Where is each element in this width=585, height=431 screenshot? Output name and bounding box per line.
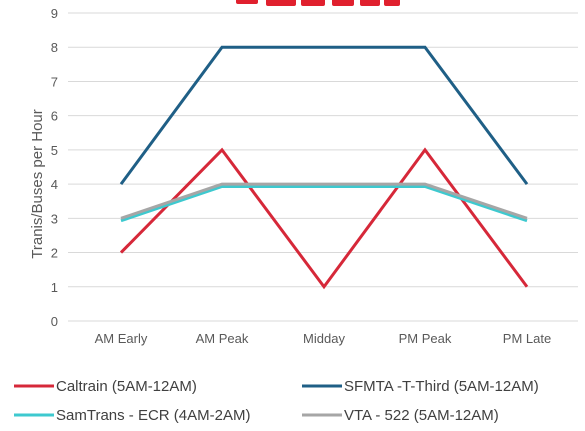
title-fragment-0 <box>236 0 258 4</box>
y-tick-label: 7 <box>51 74 58 89</box>
series-lines <box>119 45 529 290</box>
y-tick-label: 8 <box>51 40 58 55</box>
y-tick-label: 2 <box>51 246 58 261</box>
y-tick-label: 6 <box>51 109 58 124</box>
legend-label-2: SamTrans - ECR (4AM-2AM) <box>56 407 250 424</box>
legend-label-1: SFMTA -T-Third (5AM-12AM) <box>344 378 539 395</box>
title-fragment-5 <box>384 0 400 6</box>
title-fragment-1 <box>266 0 296 6</box>
x-tick-label: PM Peak <box>399 331 452 346</box>
y-tick-label: 0 <box>51 314 58 329</box>
x-tick-label: Midday <box>303 331 345 346</box>
legend-label-3: VTA - 522 (5AM-12AM) <box>344 407 499 424</box>
y-tick-label: 4 <box>51 177 58 192</box>
title-fragment-3 <box>332 0 354 6</box>
series-line-3 <box>120 182 528 220</box>
title-fragment-2 <box>301 0 325 6</box>
x-axis-ticks: AM Early AM Peak Midday PM Peak PM Late <box>95 331 552 346</box>
x-tick-label: AM Early <box>95 331 148 346</box>
y-tick-label: 9 <box>51 6 58 21</box>
y-axis-title: Tranis/Buses per Hour <box>29 109 46 259</box>
legend-label-0: Caltrain (5AM-12AM) <box>56 378 197 395</box>
y-tick-label: 5 <box>51 143 58 158</box>
x-tick-label: PM Late <box>503 331 551 346</box>
x-tick-label: AM Peak <box>196 331 249 346</box>
y-tick-label: 3 <box>51 211 58 226</box>
y-tick-label: 1 <box>51 280 58 295</box>
legend: Caltrain (5AM-12AM) SFMTA -T-Third (5AM-1… <box>14 378 539 424</box>
series-line-2 <box>120 185 528 223</box>
title-fragment-4 <box>360 0 380 6</box>
series-line-1 <box>119 45 529 186</box>
y-axis-ticks: 0 1 2 3 4 5 6 7 8 9 <box>51 6 58 329</box>
gridlines <box>68 12 578 322</box>
chart-title-fragment <box>236 0 400 6</box>
